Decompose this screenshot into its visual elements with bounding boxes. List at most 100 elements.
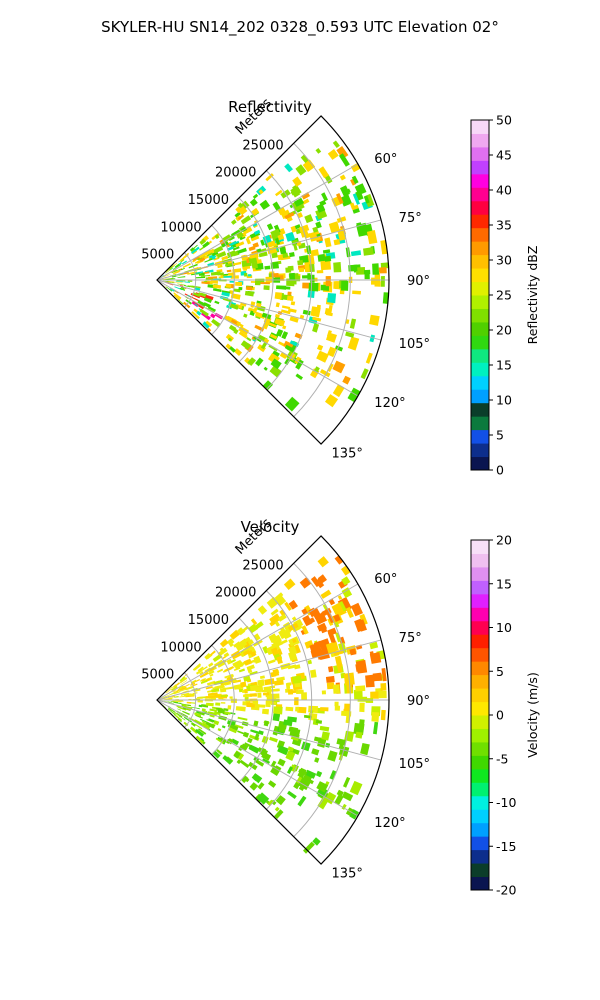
colorbar-swatch	[471, 133, 489, 148]
echo-cell	[334, 555, 344, 565]
echo-cell	[217, 647, 228, 657]
colorbar-tick-label: 0	[496, 463, 504, 478]
echo-cell	[192, 259, 197, 263]
echo-cell	[316, 203, 326, 213]
echo-cell	[209, 708, 218, 712]
echo-cell	[234, 211, 241, 218]
echo-cell	[210, 313, 216, 319]
echo-cell	[171, 684, 177, 689]
echo-cell	[249, 670, 258, 676]
echo-cell	[243, 694, 252, 698]
echo-cell	[314, 757, 320, 763]
echo-cell	[355, 685, 366, 692]
echo-cell	[247, 274, 252, 277]
echo-cell	[308, 282, 319, 292]
echo-cell	[289, 316, 299, 323]
echo-cell	[195, 724, 203, 730]
echo-cell	[349, 780, 363, 796]
echo-cell	[349, 648, 357, 656]
echo-cell	[168, 281, 174, 283]
echo-cell	[228, 240, 237, 246]
echo-cell	[227, 260, 233, 264]
echo-cell	[192, 292, 201, 297]
echo-cell	[284, 344, 296, 353]
echo-cell	[363, 195, 370, 204]
echo-cell	[203, 297, 213, 303]
echo-cell	[186, 728, 192, 733]
panel-title: Reflectivity	[228, 98, 312, 116]
colorbar-swatch	[471, 160, 489, 175]
echo-cell	[312, 837, 321, 846]
echo-cell	[257, 692, 262, 698]
echo-cell	[205, 702, 214, 707]
echo-cell	[312, 316, 322, 322]
echo-cell	[270, 647, 279, 656]
echo-cell	[310, 306, 321, 318]
echo-cell	[236, 759, 242, 765]
echo-cell	[198, 704, 203, 708]
echo-cell	[239, 759, 250, 768]
echo-cell	[198, 272, 205, 276]
echo-cell	[244, 272, 248, 277]
echo-cell	[190, 679, 197, 684]
echo-cell	[220, 694, 229, 697]
echo-cell	[173, 702, 182, 705]
echo-cell	[349, 202, 356, 210]
echo-cell	[342, 375, 351, 385]
echo-cell	[338, 745, 350, 757]
echo-cell	[205, 320, 213, 327]
echo-cell	[257, 679, 265, 687]
echo-cell	[285, 682, 291, 690]
echo-cell	[252, 700, 258, 705]
echo-cell	[273, 706, 283, 715]
panel-reflectivity: Reflectivity 5000 10000 15000 20000 25000 60° 7…	[141, 96, 540, 478]
theta-tick-label: 135°	[332, 447, 363, 462]
echo-cell	[200, 679, 208, 684]
echo-cell	[235, 241, 245, 248]
echo-cell	[275, 795, 286, 806]
echo-cell	[270, 358, 282, 370]
echo-cell	[333, 262, 342, 273]
echo-cell	[251, 336, 256, 341]
echo-cell	[333, 614, 341, 622]
azimuth-gridline	[156, 163, 359, 281]
echo-cell	[180, 692, 190, 696]
echo-cell	[248, 245, 256, 252]
echo-cell	[340, 194, 352, 207]
echo-cell	[327, 293, 337, 304]
echo-cell	[191, 296, 200, 302]
echo-cell	[310, 576, 321, 588]
colorbar-swatch	[471, 214, 489, 229]
echo-cell	[285, 231, 296, 242]
echo-cell	[336, 146, 349, 159]
echo-cell	[217, 668, 224, 673]
echo-cell	[365, 352, 373, 364]
echo-cell	[318, 166, 329, 179]
echo-cell	[256, 302, 262, 308]
echo-cell	[166, 286, 173, 292]
echo-cell	[336, 789, 344, 797]
colorbar-swatch	[471, 822, 489, 837]
echo-cell	[179, 676, 186, 682]
echo-cell	[317, 253, 326, 262]
echo-cell	[304, 262, 310, 272]
echo-cell	[347, 387, 361, 403]
echo-cell	[208, 670, 215, 675]
echo-cell	[192, 683, 198, 687]
echo-cell	[321, 192, 328, 202]
echo-cell	[350, 602, 363, 617]
echo-cell	[213, 288, 222, 292]
echo-cell	[233, 667, 241, 671]
echo-cell	[224, 666, 234, 672]
echo-cell	[304, 214, 314, 224]
echo-cell	[182, 263, 191, 268]
echo-cell	[350, 250, 362, 257]
echo-cell	[263, 285, 270, 291]
echo-cell	[269, 365, 282, 378]
echo-cell	[165, 267, 173, 274]
echo-cell	[207, 692, 218, 697]
echo-cell	[178, 715, 186, 721]
echo-cell	[380, 683, 387, 691]
echo-cell	[317, 556, 329, 568]
